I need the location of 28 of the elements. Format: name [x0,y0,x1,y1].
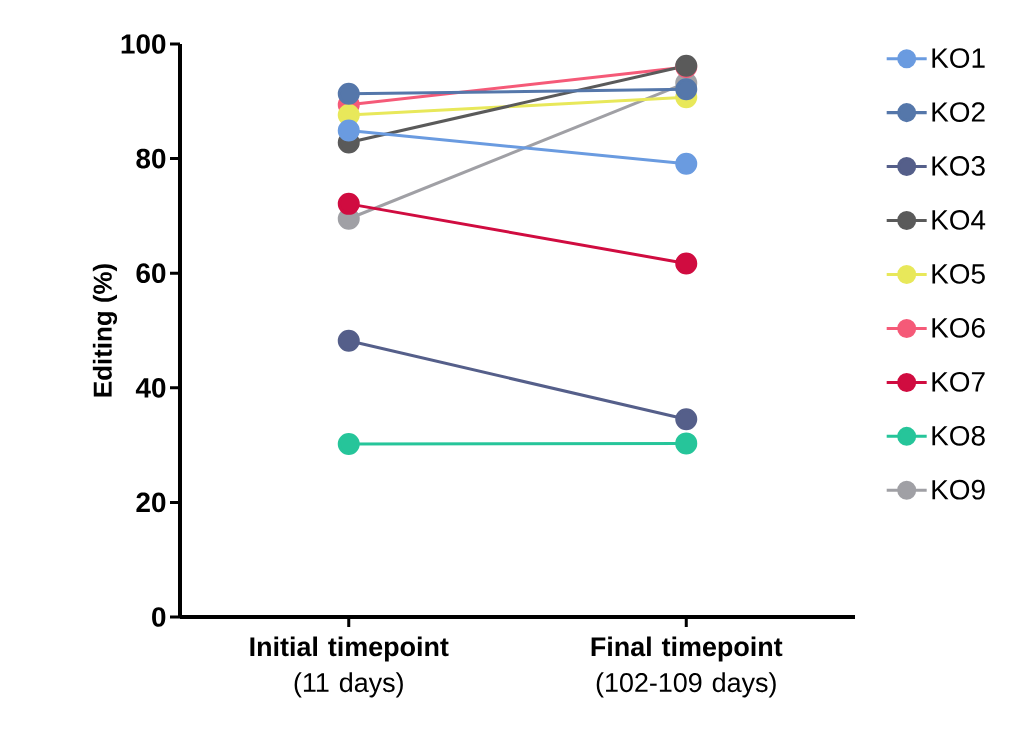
point [337,82,360,105]
y-tick-label: 20 [136,492,166,513]
legend-label: KO1 [932,48,985,68]
legend-label: KO3 [932,156,985,176]
y-axis-title: Editing (%) [92,264,118,397]
x-tick-label: Final timepoint (102-109 days) [591,636,783,698]
y-tick-label: 100 [121,34,166,54]
point [337,432,360,455]
legend-label: KO9 [932,479,985,500]
legend-label: KO6 [932,317,985,338]
point [675,408,698,431]
y-tick-label: 60 [136,263,166,284]
legend-label: KO8 [932,425,985,446]
point [675,432,698,455]
y-tick-label: 0 [152,607,166,627]
point [337,192,360,215]
point [337,329,360,352]
y-tick-label: 80 [136,148,166,169]
point [675,252,698,275]
point [337,119,360,142]
legend-label: KO2 [932,102,985,122]
y-tick-label: 40 [135,377,166,398]
point [675,78,698,101]
x-tick-label: Initial timepoint (11 days) [250,636,449,698]
legend-label: KO4 [932,210,986,230]
point [675,152,698,175]
legend-label: KO7 [932,371,985,392]
legend-label: KO5 [932,264,985,284]
